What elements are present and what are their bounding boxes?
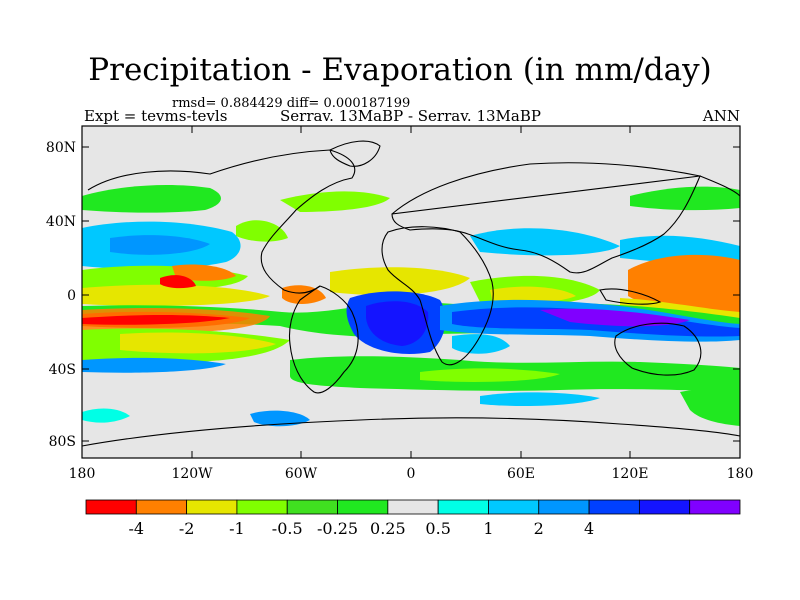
lon-label: 120E [612,466,649,482]
lat-label: 80S [49,434,76,450]
lon-label: 60W [285,466,318,482]
colorbar-swatch [690,500,740,514]
colorbar-swatch [86,500,136,514]
lon-label: 0 [407,466,416,482]
colorbar-label: -0.5 [272,519,303,538]
lat-label: 40S [49,362,76,378]
colorbar-swatch [438,500,488,514]
colorbar-label: 1 [483,519,493,538]
colorbar-swatch [539,500,589,514]
lat-label: 80N [46,140,76,156]
colorbar-label: 2 [534,519,544,538]
colorbar-label: 0.25 [370,519,406,538]
colorbar-label: 0.5 [425,519,450,538]
colorbar-swatch [237,500,287,514]
colorbar-label: -4 [129,519,145,538]
pme-field [82,126,740,458]
lat-label: 0 [67,288,76,304]
colorbar-swatch [287,500,337,514]
colorbar-swatch [136,500,186,514]
colorbar: -4 -2 -1 -0.5 -0.25 0.25 0.5 1 2 4 [86,500,740,538]
lon-label: 180 [727,466,754,482]
colorbar-swatch [338,500,388,514]
colorbar-label: -1 [229,519,245,538]
colorbar-swatch [589,500,639,514]
colorbar-swatch [187,500,237,514]
lat-label: 40N [46,214,76,230]
colorbar-swatch [488,500,538,514]
colorbar-label: 4 [584,519,594,538]
lon-label: 180 [69,466,96,482]
lon-label: 60E [507,466,535,482]
colorbar-label: -2 [179,519,195,538]
lon-label: 120W [171,466,213,482]
colorbar-swatch [388,500,438,514]
colorbar-label: -0.25 [317,519,358,538]
colorbar-swatch [639,500,689,514]
